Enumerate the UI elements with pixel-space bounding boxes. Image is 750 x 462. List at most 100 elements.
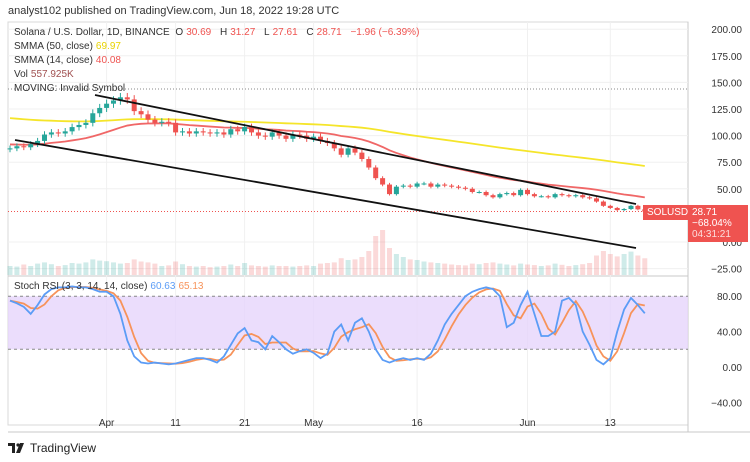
candle-body xyxy=(7,148,13,150)
moving-legend[interactable]: MOVING: Invalid Symbol xyxy=(14,83,128,94)
candle-body xyxy=(138,111,144,115)
volume-bar xyxy=(331,262,337,275)
price-tick-label: 125.00 xyxy=(711,105,742,116)
price-tick-label: 75.00 xyxy=(717,158,742,169)
volume-bar xyxy=(407,259,413,275)
candle-body xyxy=(42,134,47,141)
volume-bar xyxy=(297,266,303,275)
stoch-d-value: 65.13 xyxy=(178,281,204,292)
volume-bar xyxy=(152,263,158,275)
volume-bar xyxy=(90,259,96,275)
volume-bar xyxy=(421,261,427,275)
volume-bar xyxy=(207,267,213,275)
volume-legend[interactable]: Vol 557.925K xyxy=(14,69,77,80)
price-tag-price: 28.71 xyxy=(692,207,718,218)
volume-bar xyxy=(504,264,510,275)
stoch-k-value: 60.63 xyxy=(150,281,176,292)
close-value: 28.71 xyxy=(316,27,342,38)
volume-bar xyxy=(600,251,606,275)
candle-body xyxy=(242,127,248,132)
volume-bar xyxy=(469,263,475,275)
candle-body xyxy=(531,194,537,197)
volume-bar xyxy=(483,263,489,275)
candle-body xyxy=(200,131,206,133)
volume-bar xyxy=(518,263,524,275)
volume-bar xyxy=(345,260,351,275)
volume-bar xyxy=(580,264,586,275)
volume-bar xyxy=(97,260,103,275)
volume-bar xyxy=(111,262,116,275)
volume-bar xyxy=(242,263,248,275)
price-tick-label: 175.00 xyxy=(711,52,742,63)
price-tick-label: −25.00 xyxy=(711,265,742,276)
candle-body xyxy=(255,132,261,136)
smma50-legend[interactable]: SMMA (50, close) 69.97 xyxy=(14,41,124,52)
time-tick-label: Jun xyxy=(519,418,535,429)
volume-bar xyxy=(104,261,110,275)
volume-bar xyxy=(414,260,420,275)
volume-bar xyxy=(214,266,220,275)
volume-bar xyxy=(283,266,289,275)
tradingview-logo-text: TradingView xyxy=(30,441,97,455)
volume-bar xyxy=(607,254,613,275)
volume-bar xyxy=(290,266,296,275)
volume-bar xyxy=(621,254,627,275)
stoch-legend[interactable]: Stoch RSI (3, 3, 14, 14, close) 60.63 65.1… xyxy=(14,281,206,292)
volume-bar xyxy=(166,265,172,275)
candle-body xyxy=(538,196,544,198)
volume-bar xyxy=(573,265,579,275)
candle-body xyxy=(338,148,344,155)
candle-body xyxy=(359,152,365,160)
price-tick-label: 150.00 xyxy=(711,78,742,89)
candle-body xyxy=(573,195,579,197)
candle-body xyxy=(393,186,399,195)
volume-bar xyxy=(193,266,199,275)
time-tick-label: May xyxy=(304,418,323,429)
volume-bar xyxy=(42,262,47,275)
volume-bar xyxy=(269,265,275,275)
volume-bar xyxy=(76,263,82,275)
volume-bar xyxy=(249,265,254,275)
volume-bar xyxy=(304,265,310,275)
volume-bar xyxy=(594,255,599,275)
candle-body xyxy=(76,124,82,128)
candle-body xyxy=(607,205,613,208)
price-tick-label: 200.00 xyxy=(711,25,742,36)
stoch-tick-label: −40.00 xyxy=(711,398,742,409)
candle-body xyxy=(483,191,489,196)
candle-body xyxy=(442,184,448,186)
candle-body xyxy=(235,129,241,132)
tradingview-logo[interactable]: TradingView xyxy=(8,441,96,455)
candle-body xyxy=(290,134,296,139)
candle-body xyxy=(518,189,524,196)
candle-body xyxy=(131,99,137,112)
candle-body xyxy=(35,140,41,145)
volume-bar xyxy=(449,264,455,275)
volume-bar xyxy=(462,265,468,275)
candle-body xyxy=(566,195,572,197)
candle-body xyxy=(14,146,20,149)
volume-value: 557.925K xyxy=(30,69,74,80)
candle-body xyxy=(318,136,323,141)
volume-bar xyxy=(366,251,372,275)
candle-body xyxy=(207,132,213,134)
stoch-tick-label: 40.00 xyxy=(717,328,742,339)
volume-bar xyxy=(131,259,137,275)
smma14-legend[interactable]: SMMA (14, close) 40.08 xyxy=(14,55,124,66)
candle-body xyxy=(552,194,558,198)
price-tick-label: 50.00 xyxy=(717,185,742,196)
candle-body xyxy=(449,185,455,187)
stoch-k-line xyxy=(9,285,646,366)
volume-bar xyxy=(21,264,27,275)
candle-body xyxy=(456,186,461,188)
volume-bar xyxy=(525,264,530,275)
volume-bar xyxy=(559,264,565,275)
volume-bar xyxy=(186,266,192,275)
smma50-label: SMMA (50, close) xyxy=(14,41,93,52)
candle-body xyxy=(600,201,606,206)
volume-bar xyxy=(642,258,648,275)
channel-upper-line xyxy=(94,94,637,205)
volume-bar xyxy=(476,264,482,275)
candle-body xyxy=(90,113,96,123)
